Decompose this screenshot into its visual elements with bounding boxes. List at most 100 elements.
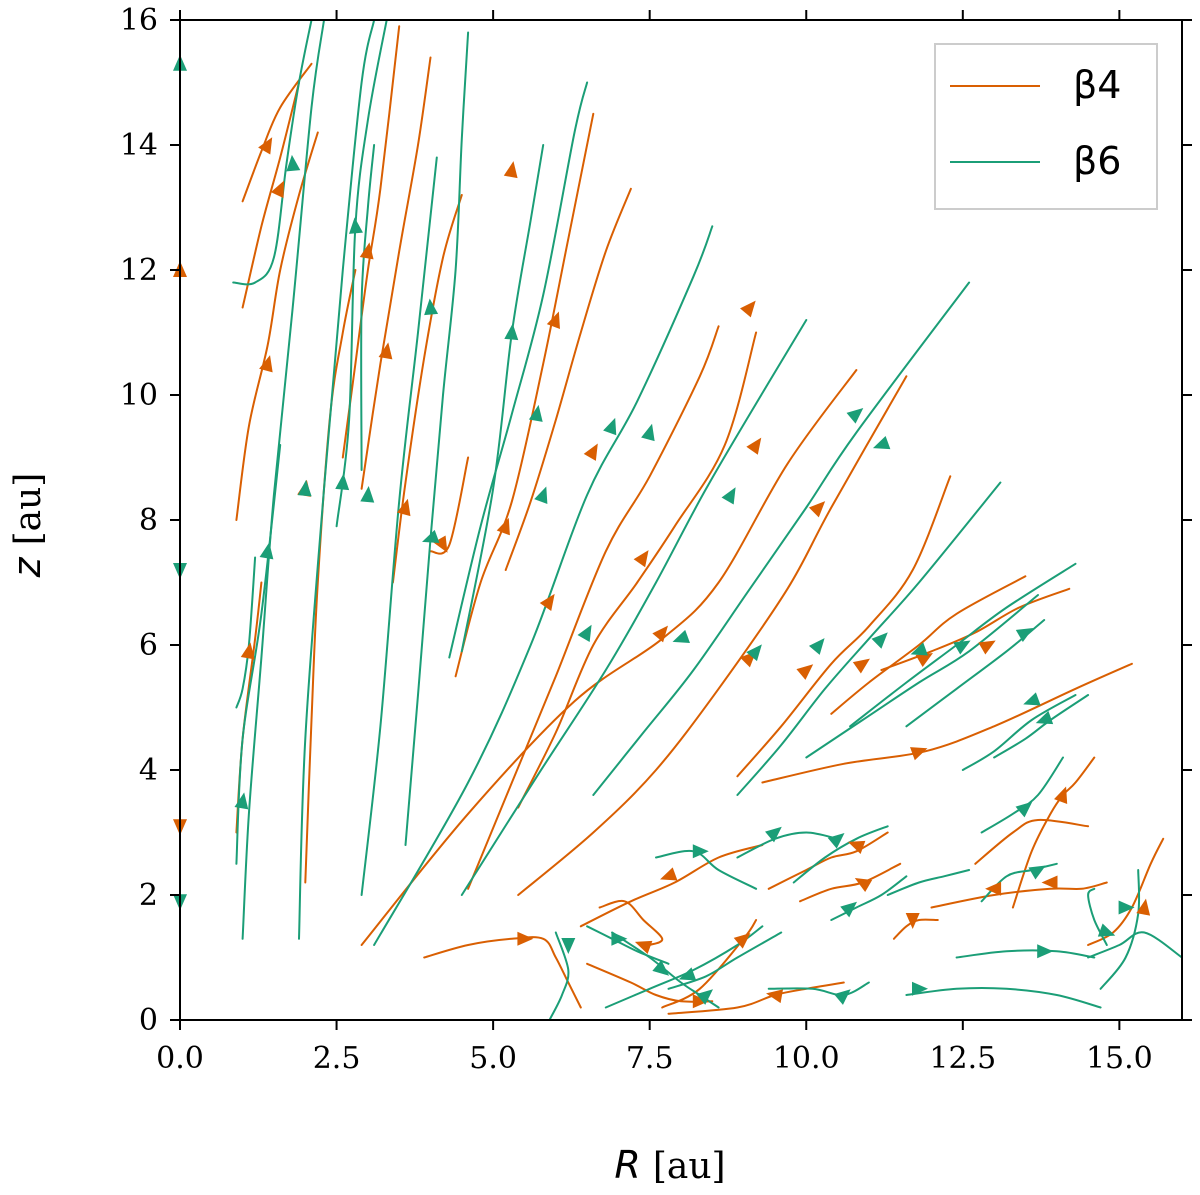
- streamline-beta6: [1087, 931, 1182, 959]
- arrowhead-beta4: [433, 535, 448, 553]
- arrowhead-beta6: [953, 640, 971, 655]
- arrowhead-beta6: [1118, 900, 1135, 915]
- arrowhead-beta4: [978, 640, 996, 655]
- streamline-beta6: [1099, 869, 1141, 990]
- arrowhead-beta6: [561, 938, 576, 954]
- arrowhead-beta4: [1136, 898, 1151, 916]
- arrowhead-beta6: [721, 487, 736, 505]
- x-tick-label: 10.0: [773, 1041, 840, 1076]
- arrowhead-beta6: [611, 931, 628, 946]
- arrowhead-beta4: [503, 161, 518, 179]
- arrowhead-beta4: [910, 747, 928, 761]
- arrowhead-beta6: [696, 989, 713, 1005]
- streamline-beta4: [241, 62, 313, 203]
- arrowhead-beta6: [360, 486, 375, 503]
- y-tick-label: 2: [139, 878, 158, 913]
- y-tick-label: 14: [120, 128, 158, 163]
- arrowhead-beta4: [854, 878, 873, 893]
- streamline-beta4: [736, 475, 952, 778]
- streamline-beta6: [232, 20, 313, 286]
- streamline-beta6: [460, 144, 545, 653]
- streamline-beta6: [460, 319, 808, 896]
- arrowhead-beta4: [258, 137, 273, 155]
- streamline-beta4: [930, 881, 1108, 909]
- arrowhead-beta6: [424, 298, 439, 316]
- y-tick-label: 8: [139, 503, 158, 538]
- arrowhead-beta4: [660, 867, 678, 881]
- arrowhead-beta6: [504, 323, 519, 341]
- streamline-beta6: [961, 694, 1077, 771]
- arrowhead-beta4: [539, 593, 555, 612]
- streamline-beta4: [304, 269, 357, 884]
- y-axis-label-var: z: [5, 556, 49, 578]
- arrowhead-beta4: [583, 443, 598, 461]
- arrowhead-beta6: [335, 473, 350, 491]
- arrowhead-beta6: [286, 154, 301, 172]
- svg-text:R[au]: R [au]: [614, 1143, 725, 1187]
- streamline-beta4: [341, 25, 401, 459]
- arrowhead-beta4: [985, 881, 1002, 896]
- legend-label-beta6: β6: [1073, 139, 1121, 183]
- arrowhead-beta6: [692, 844, 709, 859]
- x-tick-label: 5.0: [469, 1041, 517, 1076]
- x-axis-label-var: R: [614, 1143, 640, 1187]
- arrowhead-beta4: [634, 940, 653, 954]
- streamline-beta4: [517, 375, 908, 896]
- arrowhead-beta6: [912, 981, 928, 996]
- arrowhead-beta6: [1097, 923, 1116, 937]
- streamline-beta4: [579, 844, 764, 928]
- y-tick-label: 12: [120, 253, 158, 288]
- arrowhead-beta4: [633, 550, 649, 568]
- arrowhead-beta6: [871, 632, 888, 649]
- streamline-beta4: [661, 919, 758, 1009]
- streamline-beta6: [586, 925, 670, 965]
- arrowheads-layer: [173, 54, 1151, 1009]
- streamline-beta4: [880, 587, 1071, 671]
- arrowhead-beta6: [872, 436, 891, 450]
- streamline-beta6: [736, 481, 1002, 796]
- arrowhead-beta4: [796, 664, 814, 680]
- streamline-beta6: [993, 694, 1090, 759]
- x-tick-label: 0.0: [156, 1041, 204, 1076]
- arrowhead-beta4: [740, 300, 756, 318]
- arrowhead-beta6: [234, 792, 249, 810]
- arrowhead-beta6: [534, 486, 548, 504]
- arrowhead-beta4: [517, 931, 534, 946]
- arrowhead-beta6: [846, 408, 864, 424]
- streamline-beta6: [767, 981, 870, 997]
- streamline-beta4: [504, 187, 632, 571]
- streamline-beta6: [235, 556, 257, 709]
- x-tick-label: 7.5: [626, 1041, 674, 1076]
- arrowhead-beta4: [496, 517, 510, 536]
- arrowhead-beta6: [808, 638, 825, 655]
- streamline-beta6: [360, 156, 438, 896]
- arrowhead-beta4: [652, 625, 668, 643]
- streamline-beta6: [905, 986, 1102, 1009]
- streamline-beta4: [767, 831, 889, 890]
- arrowhead-beta4: [915, 653, 933, 668]
- streamline-beta4: [391, 194, 463, 584]
- arrowhead-beta6: [840, 901, 857, 918]
- streamline-beta6: [298, 20, 376, 940]
- streamline-beta6: [655, 849, 758, 890]
- arrowhead-beta4: [240, 642, 255, 660]
- streamline-beta4: [360, 56, 432, 490]
- arrowhead-beta6: [827, 833, 845, 849]
- streamline-beta6: [667, 931, 783, 990]
- streamline-beta4: [235, 131, 319, 521]
- streamline-beta6: [805, 594, 1039, 759]
- y-tick-label: 16: [120, 3, 158, 38]
- streamlines-layer: [232, 20, 1182, 1020]
- arrowhead-beta6: [672, 629, 690, 643]
- arrowhead-beta4: [546, 311, 560, 329]
- svg-text:z[au]: z [au]: [5, 473, 49, 579]
- streamline-beta6: [373, 225, 714, 946]
- streamline-beta4: [423, 936, 582, 1009]
- arrowhead-beta4: [746, 437, 762, 455]
- streamline-beta6: [548, 931, 570, 1020]
- arrowhead-beta6: [577, 624, 592, 643]
- arrowhead-beta6: [678, 967, 697, 981]
- streamline-beta4: [586, 962, 714, 1003]
- arrowhead-beta6: [1023, 692, 1041, 706]
